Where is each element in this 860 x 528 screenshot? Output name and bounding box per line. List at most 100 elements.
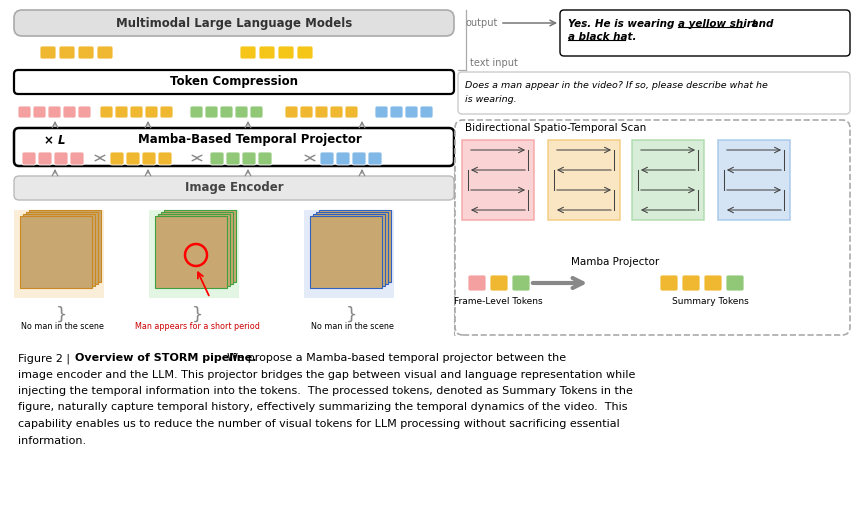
Text: Man appears for a short period: Man appears for a short period [134, 322, 260, 331]
FancyBboxPatch shape [48, 106, 61, 118]
FancyBboxPatch shape [126, 152, 140, 165]
FancyBboxPatch shape [142, 152, 156, 165]
FancyBboxPatch shape [660, 275, 678, 291]
FancyBboxPatch shape [375, 106, 388, 118]
FancyBboxPatch shape [190, 106, 203, 118]
FancyBboxPatch shape [258, 152, 272, 165]
FancyBboxPatch shape [250, 106, 263, 118]
FancyBboxPatch shape [300, 106, 313, 118]
FancyBboxPatch shape [242, 152, 256, 165]
FancyBboxPatch shape [110, 152, 124, 165]
FancyBboxPatch shape [70, 152, 84, 165]
FancyBboxPatch shape [160, 106, 173, 118]
Bar [632, 140, 704, 220]
FancyBboxPatch shape [390, 106, 403, 118]
Text: Yes. He is wearing: Yes. He is wearing [568, 19, 678, 29]
Bar [29, 210, 101, 282]
Bar [158, 214, 230, 286]
FancyBboxPatch shape [468, 275, 486, 291]
FancyBboxPatch shape [14, 10, 454, 36]
Text: and: and [748, 19, 773, 29]
Bar [548, 140, 620, 220]
Text: We propose a Mamba-based temporal projector between the: We propose a Mamba-based temporal projec… [220, 353, 566, 363]
Text: Figure 2 |: Figure 2 | [18, 353, 73, 363]
FancyBboxPatch shape [63, 106, 76, 118]
FancyBboxPatch shape [100, 106, 113, 118]
Text: text input: text input [470, 58, 518, 68]
FancyBboxPatch shape [315, 106, 328, 118]
Text: }: } [347, 306, 358, 324]
FancyBboxPatch shape [235, 106, 248, 118]
FancyBboxPatch shape [145, 106, 158, 118]
Bar [26, 212, 98, 284]
FancyBboxPatch shape [560, 10, 850, 56]
FancyBboxPatch shape [330, 106, 343, 118]
FancyBboxPatch shape [14, 70, 454, 94]
FancyBboxPatch shape [259, 46, 275, 59]
Text: a black hat.: a black hat. [568, 32, 636, 42]
FancyBboxPatch shape [14, 128, 454, 166]
FancyBboxPatch shape [97, 46, 113, 59]
Bar [23, 214, 95, 286]
FancyBboxPatch shape [345, 106, 358, 118]
FancyBboxPatch shape [240, 46, 256, 59]
Text: Does a man appear in the video? If so, please describe what he: Does a man appear in the video? If so, p… [465, 80, 768, 90]
Text: capability enables us to reduce the number of visual tokens for LLM processing w: capability enables us to reduce the numb… [18, 419, 620, 429]
FancyBboxPatch shape [726, 275, 744, 291]
FancyBboxPatch shape [210, 152, 224, 165]
Text: Mamba Projector: Mamba Projector [571, 257, 659, 267]
FancyBboxPatch shape [220, 106, 233, 118]
Text: injecting the temporal information into the tokens.  The processed tokens, denot: injecting the temporal information into … [18, 386, 633, 396]
FancyBboxPatch shape [38, 152, 52, 165]
FancyBboxPatch shape [115, 106, 128, 118]
FancyBboxPatch shape [130, 106, 143, 118]
FancyBboxPatch shape [285, 106, 298, 118]
Text: Summary Tokens: Summary Tokens [672, 297, 748, 306]
Text: a yellow shirt: a yellow shirt [678, 19, 757, 29]
FancyBboxPatch shape [205, 106, 218, 118]
Text: × L: × L [44, 134, 65, 146]
FancyBboxPatch shape [512, 275, 530, 291]
Bar [319, 210, 391, 282]
FancyBboxPatch shape [18, 106, 31, 118]
FancyBboxPatch shape [54, 152, 68, 165]
FancyBboxPatch shape [420, 106, 433, 118]
Text: is wearing.: is wearing. [465, 96, 517, 105]
FancyBboxPatch shape [33, 106, 46, 118]
Bar [155, 216, 227, 288]
FancyBboxPatch shape [455, 120, 850, 335]
Bar [149, 210, 239, 298]
Text: }: } [191, 306, 203, 324]
FancyBboxPatch shape [320, 152, 334, 165]
Bar [316, 212, 388, 284]
FancyBboxPatch shape [682, 275, 700, 291]
Text: }: } [56, 306, 68, 324]
FancyBboxPatch shape [297, 46, 313, 59]
Bar [718, 140, 790, 220]
FancyBboxPatch shape [490, 275, 508, 291]
FancyBboxPatch shape [405, 106, 418, 118]
Bar [310, 216, 382, 288]
FancyBboxPatch shape [14, 176, 454, 200]
FancyBboxPatch shape [336, 152, 350, 165]
Bar [462, 140, 534, 220]
Text: No man in the scene: No man in the scene [310, 322, 393, 331]
FancyBboxPatch shape [78, 106, 91, 118]
FancyBboxPatch shape [22, 152, 36, 165]
Text: Mamba-Based Temporal Projector: Mamba-Based Temporal Projector [138, 134, 362, 146]
Bar [161, 212, 233, 284]
Text: Frame-Level Tokens: Frame-Level Tokens [454, 297, 543, 306]
FancyBboxPatch shape [59, 46, 75, 59]
Text: Multimodal Large Language Models: Multimodal Large Language Models [116, 16, 352, 30]
FancyBboxPatch shape [704, 275, 722, 291]
Bar [313, 214, 385, 286]
FancyBboxPatch shape [158, 152, 172, 165]
Text: output: output [466, 18, 499, 28]
FancyBboxPatch shape [352, 152, 366, 165]
FancyBboxPatch shape [40, 46, 56, 59]
Bar [164, 210, 236, 282]
Text: Image Encoder: Image Encoder [185, 182, 283, 194]
Bar [14, 210, 104, 298]
FancyBboxPatch shape [226, 152, 240, 165]
Text: Bidirectional Spatio-Temporal Scan: Bidirectional Spatio-Temporal Scan [465, 123, 646, 133]
